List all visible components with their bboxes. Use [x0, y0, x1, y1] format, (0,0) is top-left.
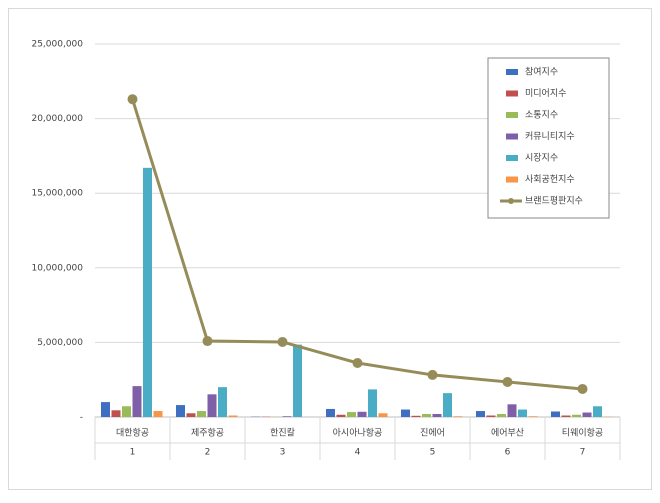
bar: [229, 416, 238, 417]
bar: [122, 406, 131, 417]
bar: [101, 402, 110, 417]
legend-label: 사회공헌지수: [525, 174, 575, 185]
legend-label: 참여지수: [525, 66, 558, 78]
bar: [497, 414, 506, 417]
bar: [347, 412, 356, 417]
legend-label: 미디어지수: [525, 88, 566, 99]
bar: [562, 416, 571, 417]
legend-label: 시장지수: [525, 153, 558, 164]
bar: [293, 345, 302, 417]
x-rank-label: 1: [130, 448, 136, 458]
bar: [283, 416, 292, 417]
y-tick-label: 15,000,000: [31, 189, 83, 199]
line-marker: [203, 336, 213, 346]
bar: [154, 411, 163, 417]
bar: [433, 414, 442, 417]
bar: [143, 168, 152, 417]
bar: [572, 415, 581, 417]
x-rank-label: 7: [580, 448, 586, 458]
x-rank-label: 4: [355, 448, 361, 458]
x-rank-label: 5: [430, 448, 436, 458]
bar: [326, 409, 335, 417]
bar: [401, 410, 410, 417]
x-tick-label: 아시아나항공: [333, 428, 383, 439]
line-marker: [428, 370, 438, 380]
y-tick-label: 10,000,000: [31, 263, 83, 273]
bar: [476, 411, 485, 417]
x-tick-label: 한진칼: [270, 428, 295, 439]
x-rank-label: 6: [505, 448, 511, 458]
x-rank-label: 2: [205, 448, 211, 458]
x-tick-label: 에어부산: [491, 428, 524, 439]
bar: [358, 412, 367, 417]
y-tick-label: 25,000,000: [31, 40, 83, 50]
legend-marker: [508, 198, 514, 204]
bar: [551, 411, 560, 417]
legend-swatch: [506, 177, 518, 183]
x-tick-label: 티웨이항공: [562, 427, 603, 439]
bar: [176, 405, 185, 417]
bar: [368, 389, 377, 417]
bar: [187, 413, 196, 417]
legend-label: 커뮤니티지수: [525, 131, 575, 142]
bar: [508, 404, 517, 417]
y-tick-label: -: [80, 413, 83, 423]
bar: [454, 416, 463, 417]
legend-swatch: [506, 69, 518, 75]
y-tick-label: 5,000,000: [37, 338, 83, 348]
legend-label: 소통지수: [525, 110, 558, 121]
x-rank-label: 3: [280, 448, 286, 458]
legend-swatch: [506, 155, 518, 161]
bar: [197, 411, 206, 417]
x-tick-label: 제주항공: [191, 428, 224, 439]
x-tick-label: 진에어: [420, 428, 445, 439]
bar: [529, 416, 538, 417]
x-tick-label: 대한항공: [116, 428, 149, 439]
bar: [112, 410, 121, 417]
bar: [422, 414, 431, 417]
line-marker: [578, 384, 588, 394]
legend-swatch: [506, 134, 518, 140]
line-marker: [278, 337, 288, 347]
line-marker: [353, 358, 363, 368]
bar: [518, 410, 527, 417]
bar: [443, 393, 452, 417]
legend-label: 브랜드평판지수: [525, 196, 583, 207]
bar: [218, 387, 227, 417]
line-marker: [503, 377, 513, 387]
bar: [412, 416, 421, 417]
bar: [133, 386, 142, 417]
bar: [593, 406, 602, 417]
bar: [583, 413, 592, 417]
bar: [208, 394, 217, 417]
bar: [337, 415, 346, 417]
legend-swatch: [506, 112, 518, 118]
bar: [487, 416, 496, 417]
y-tick-label: 20,000,000: [31, 114, 83, 124]
bar: [379, 413, 388, 417]
line-marker: [128, 94, 138, 104]
legend-swatch: [506, 91, 518, 97]
